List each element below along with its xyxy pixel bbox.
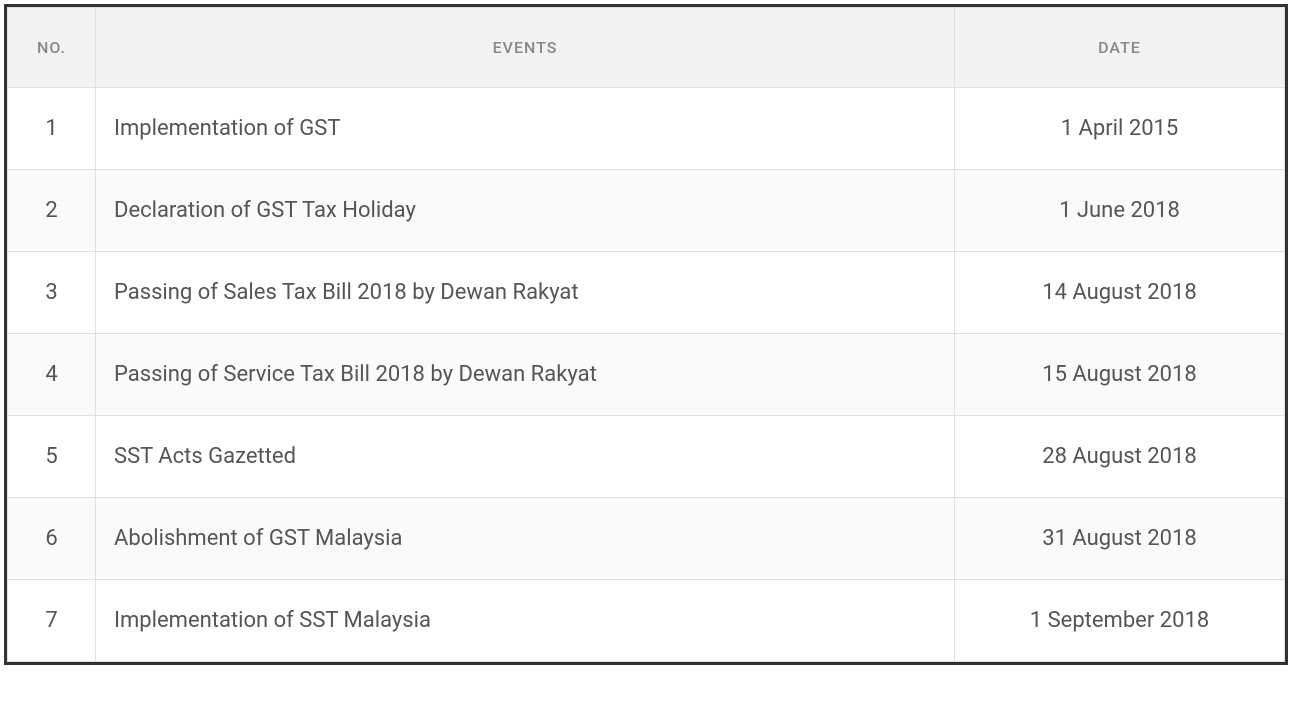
cell-no: 3 [8,252,96,334]
cell-date: 28 August 2018 [955,416,1285,498]
table-row: 5 SST Acts Gazetted 28 August 2018 [8,416,1285,498]
table-row: 1 Implementation of GST 1 April 2015 [8,88,1285,170]
cell-events: Passing of Service Tax Bill 2018 by Dewa… [96,334,955,416]
table-row: 7 Implementation of SST Malaysia 1 Septe… [8,580,1285,662]
cell-no: 1 [8,88,96,170]
cell-no: 2 [8,170,96,252]
cell-no: 7 [8,580,96,662]
table-row: 6 Abolishment of GST Malaysia 31 August … [8,498,1285,580]
cell-no: 6 [8,498,96,580]
cell-date: 14 August 2018 [955,252,1285,334]
cell-date: 15 August 2018 [955,334,1285,416]
header-col-date: DATE [955,8,1285,88]
cell-events: Implementation of GST [96,88,955,170]
cell-no: 5 [8,416,96,498]
header-row: NO. EVENTS DATE [8,8,1285,88]
cell-events: Implementation of SST Malaysia [96,580,955,662]
events-table-wrapper: NO. EVENTS DATE 1 Implementation of GST … [4,4,1288,665]
cell-date: 1 September 2018 [955,580,1285,662]
table-row: 4 Passing of Service Tax Bill 2018 by De… [8,334,1285,416]
cell-date: 31 August 2018 [955,498,1285,580]
table-row: 3 Passing of Sales Tax Bill 2018 by Dewa… [8,252,1285,334]
header-col-no: NO. [8,8,96,88]
table-row: 2 Declaration of GST Tax Holiday 1 June … [8,170,1285,252]
cell-events: Declaration of GST Tax Holiday [96,170,955,252]
cell-events: Passing of Sales Tax Bill 2018 by Dewan … [96,252,955,334]
header-col-events: EVENTS [96,8,955,88]
cell-date: 1 April 2015 [955,88,1285,170]
cell-date: 1 June 2018 [955,170,1285,252]
table-body: 1 Implementation of GST 1 April 2015 2 D… [8,88,1285,662]
events-table: NO. EVENTS DATE 1 Implementation of GST … [7,7,1285,662]
cell-events: Abolishment of GST Malaysia [96,498,955,580]
cell-no: 4 [8,334,96,416]
cell-events: SST Acts Gazetted [96,416,955,498]
table-header: NO. EVENTS DATE [8,8,1285,88]
